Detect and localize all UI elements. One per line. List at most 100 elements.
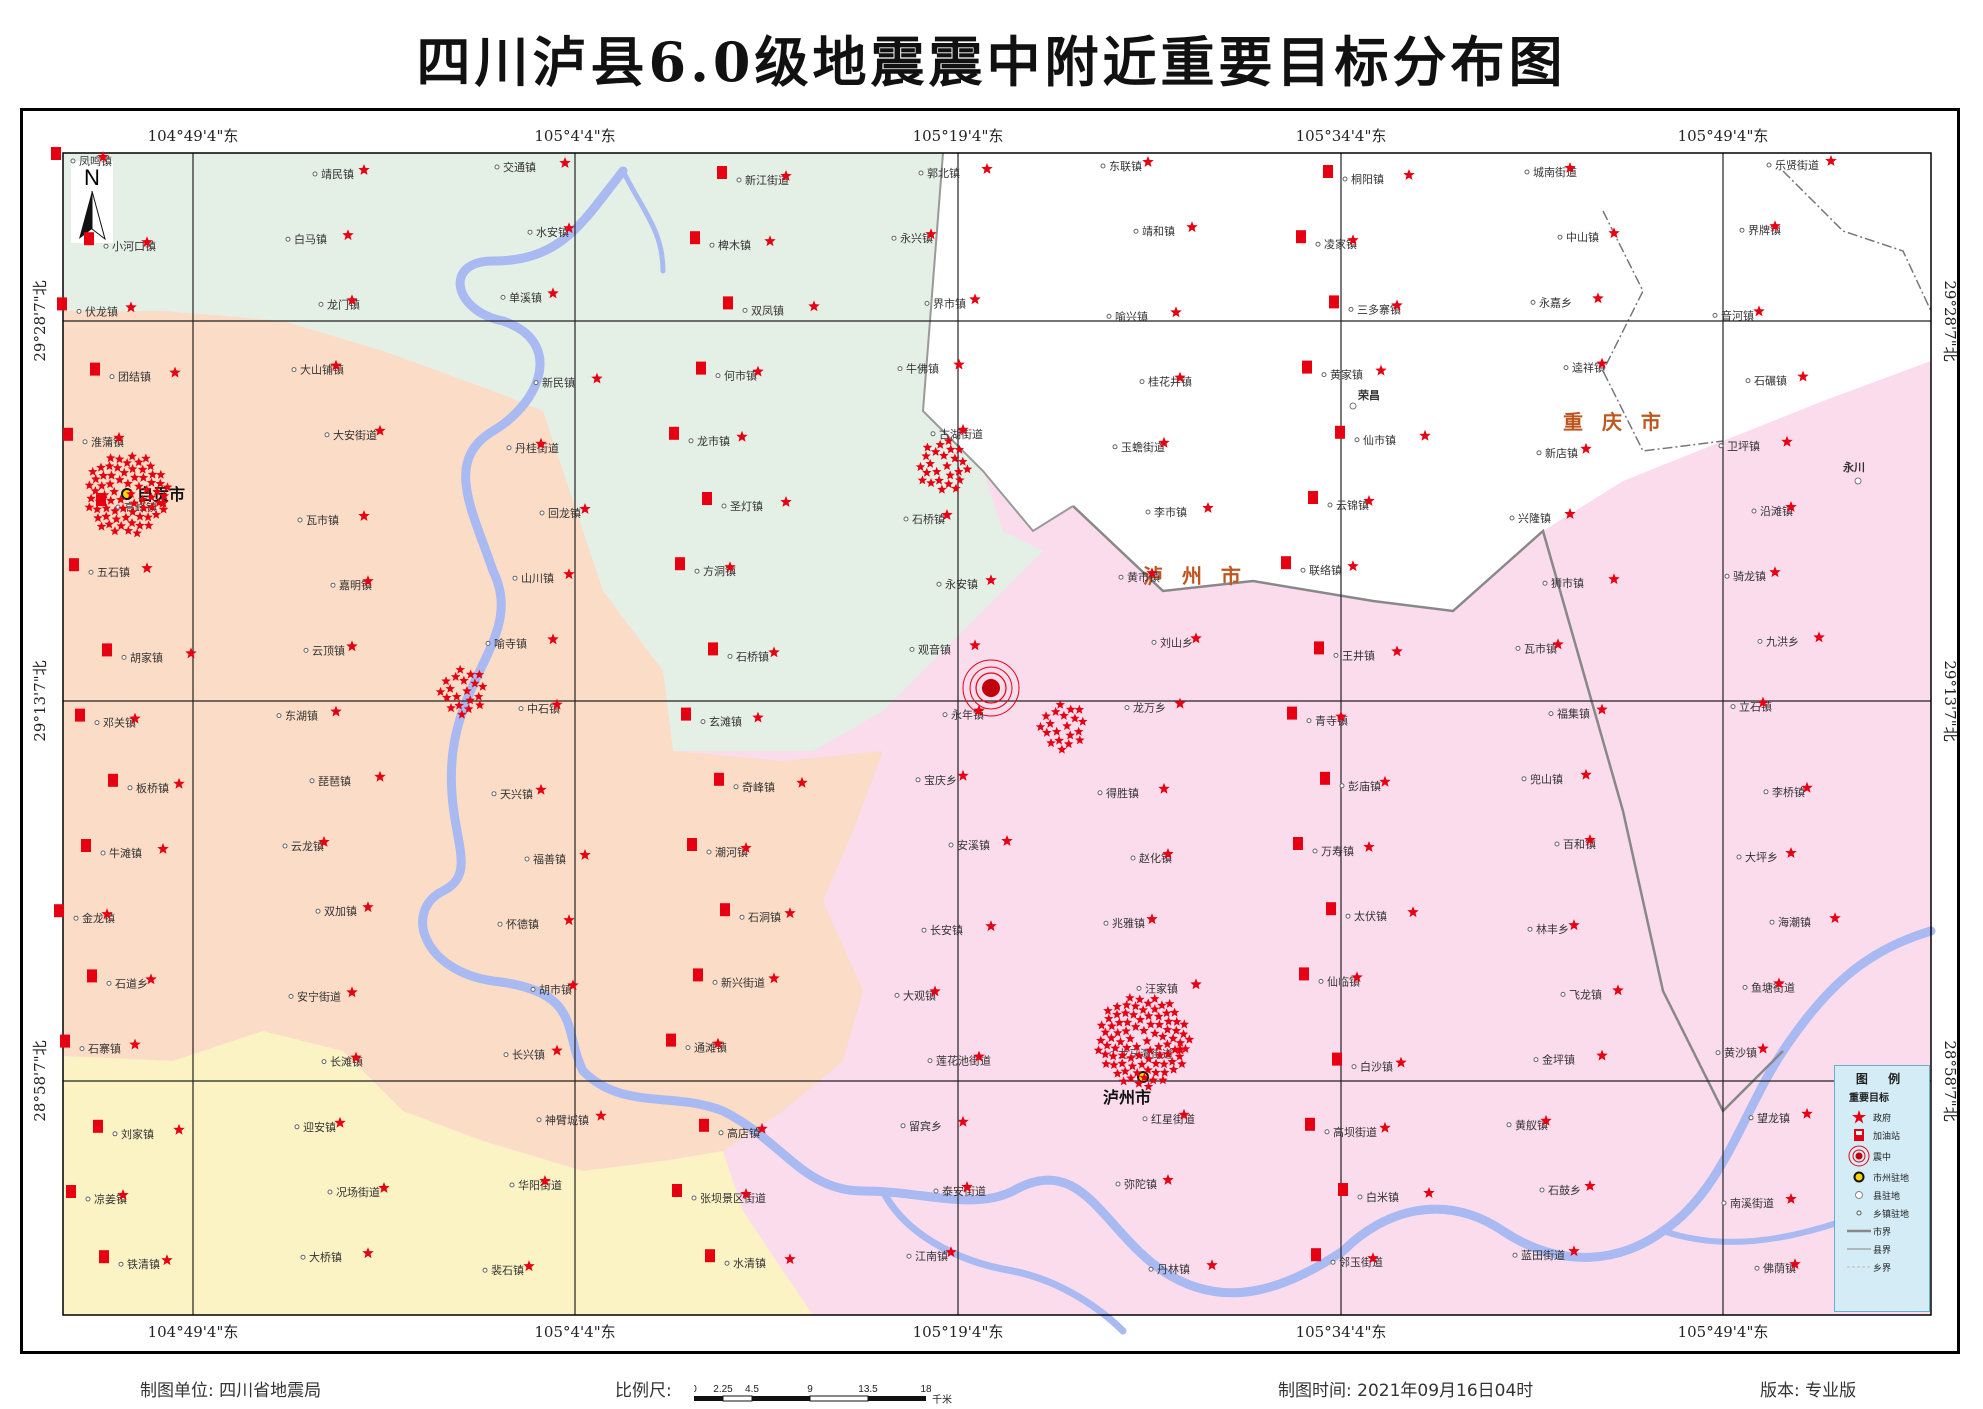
star-icon — [1158, 436, 1170, 448]
star-icon — [930, 446, 941, 456]
star-icon — [362, 575, 374, 587]
star-icon — [1184, 1034, 1195, 1044]
star-icon — [1178, 1029, 1189, 1039]
township-label: 卫坪镇 — [1727, 439, 1760, 453]
town-seat-icon — [1506, 1122, 1512, 1128]
town-seat-icon — [94, 720, 100, 726]
star-icon — [446, 703, 456, 713]
legend-label: 县驻地 — [1873, 1191, 1901, 1202]
star-icon — [1852, 1110, 1866, 1124]
township-label: 东联镇 — [1109, 159, 1142, 173]
township-label: 长安镇 — [930, 923, 963, 937]
star-icon — [346, 640, 358, 652]
star-icon — [1785, 847, 1797, 858]
legend-label: 政府 — [1873, 1113, 1892, 1124]
legend: 图 例 重要目标 政府 加油站 震中 市州驻地 县驻地 乡镇驻地 市界 县界 乡… — [1834, 1065, 1930, 1312]
star-icon — [129, 712, 141, 724]
town-seat-icon — [1736, 854, 1742, 860]
map-regions — [63, 153, 1931, 1315]
gas-station-icon — [666, 1033, 676, 1047]
star-icon — [104, 519, 114, 529]
star-icon — [1174, 1051, 1185, 1061]
star-icon — [1139, 1072, 1150, 1082]
star-icon — [127, 518, 137, 528]
star-icon — [1608, 227, 1620, 239]
township-label: 凌家镇 — [1324, 237, 1357, 251]
map-canvas[interactable]: 104°49'4"东 105°4'4"东 105°19'4"东 105°34'4… — [23, 111, 1957, 1351]
star-icon — [1167, 1056, 1177, 1066]
star-icon — [123, 525, 134, 535]
town-seat-icon — [930, 431, 936, 437]
star-icon — [1163, 1049, 1173, 1059]
township-label: 新兴街道 — [721, 975, 765, 989]
star-icon — [1126, 1053, 1136, 1063]
legend-label: 县界 — [1873, 1245, 1892, 1256]
township-label: 龙万乡 — [1133, 702, 1166, 715]
town-seat-icon — [933, 1188, 939, 1194]
star-icon — [535, 437, 547, 449]
town-seat-icon — [1348, 306, 1354, 312]
town-seat-icon — [506, 445, 512, 451]
town-seat-icon — [1103, 920, 1109, 926]
star-icon — [955, 475, 965, 485]
star-icon — [1110, 1043, 1121, 1053]
town-seat-icon — [927, 1058, 933, 1064]
star-icon — [579, 849, 591, 860]
star-icon — [1190, 978, 1202, 990]
svg-text:13.5: 13.5 — [858, 1384, 878, 1395]
town-seat-icon — [294, 1124, 300, 1130]
star-icon — [1375, 364, 1387, 376]
lat-label-right: 29°13'7"北 — [1941, 660, 1957, 741]
star-icon — [147, 502, 157, 512]
gas-station-icon — [669, 426, 679, 440]
town-seat-icon — [1100, 163, 1106, 169]
svg-text:18: 18 — [920, 1384, 932, 1395]
star-icon — [116, 494, 126, 504]
star-icon — [152, 486, 162, 496]
star-icon — [1363, 841, 1375, 852]
gas-station-icon — [1326, 902, 1336, 916]
scale-label: 比例尺: — [615, 1381, 672, 1401]
star-icon — [1608, 573, 1620, 585]
star-icon — [945, 470, 955, 480]
star-icon — [1423, 1187, 1435, 1198]
gas-station-icon — [1293, 837, 1303, 850]
star-icon — [1801, 781, 1813, 793]
star-icon — [1132, 1067, 1142, 1077]
star-icon — [1143, 1011, 1154, 1021]
star-icon — [1785, 1193, 1797, 1204]
town-seat-icon — [1542, 580, 1548, 586]
star-icon — [132, 528, 142, 538]
lat-label-right: 29°28'7"北 — [1941, 280, 1957, 361]
township-label: 中山镇 — [1566, 230, 1599, 244]
township-label: 玄滩镇 — [709, 715, 742, 729]
township-label: 石桥镇 — [736, 649, 769, 663]
star-icon — [1150, 1004, 1160, 1014]
star-icon — [97, 480, 107, 490]
star-icon — [724, 561, 736, 573]
star-icon — [808, 300, 820, 312]
township-label: 福善镇 — [533, 852, 566, 866]
star-icon — [1103, 1005, 1113, 1015]
star-icon — [121, 512, 131, 522]
gas-station-icon — [87, 969, 97, 983]
gas-station-icon — [675, 557, 685, 571]
star-icon — [1552, 638, 1564, 650]
map-frame: 104°49'4"东 105°4'4"东 105°19'4"东 105°34'4… — [20, 108, 1960, 1354]
star-icon — [942, 461, 952, 470]
star-icon — [969, 639, 981, 651]
star-icon — [123, 478, 133, 488]
star-icon — [110, 526, 120, 536]
star-icon — [1180, 1043, 1191, 1053]
township-label: 高店镇 — [727, 1126, 760, 1140]
gas-station-icon — [1332, 1052, 1342, 1066]
star-icon — [1335, 710, 1347, 722]
gas-station-icon — [672, 1184, 682, 1197]
star-icon — [1159, 1059, 1169, 1069]
town-seat-icon — [1721, 1200, 1727, 1206]
star-icon — [1367, 1252, 1379, 1264]
star-icon — [1160, 1067, 1170, 1077]
township-label: 狮市镇 — [1551, 576, 1584, 590]
star-icon — [96, 521, 107, 531]
star-icon — [1134, 1078, 1144, 1088]
